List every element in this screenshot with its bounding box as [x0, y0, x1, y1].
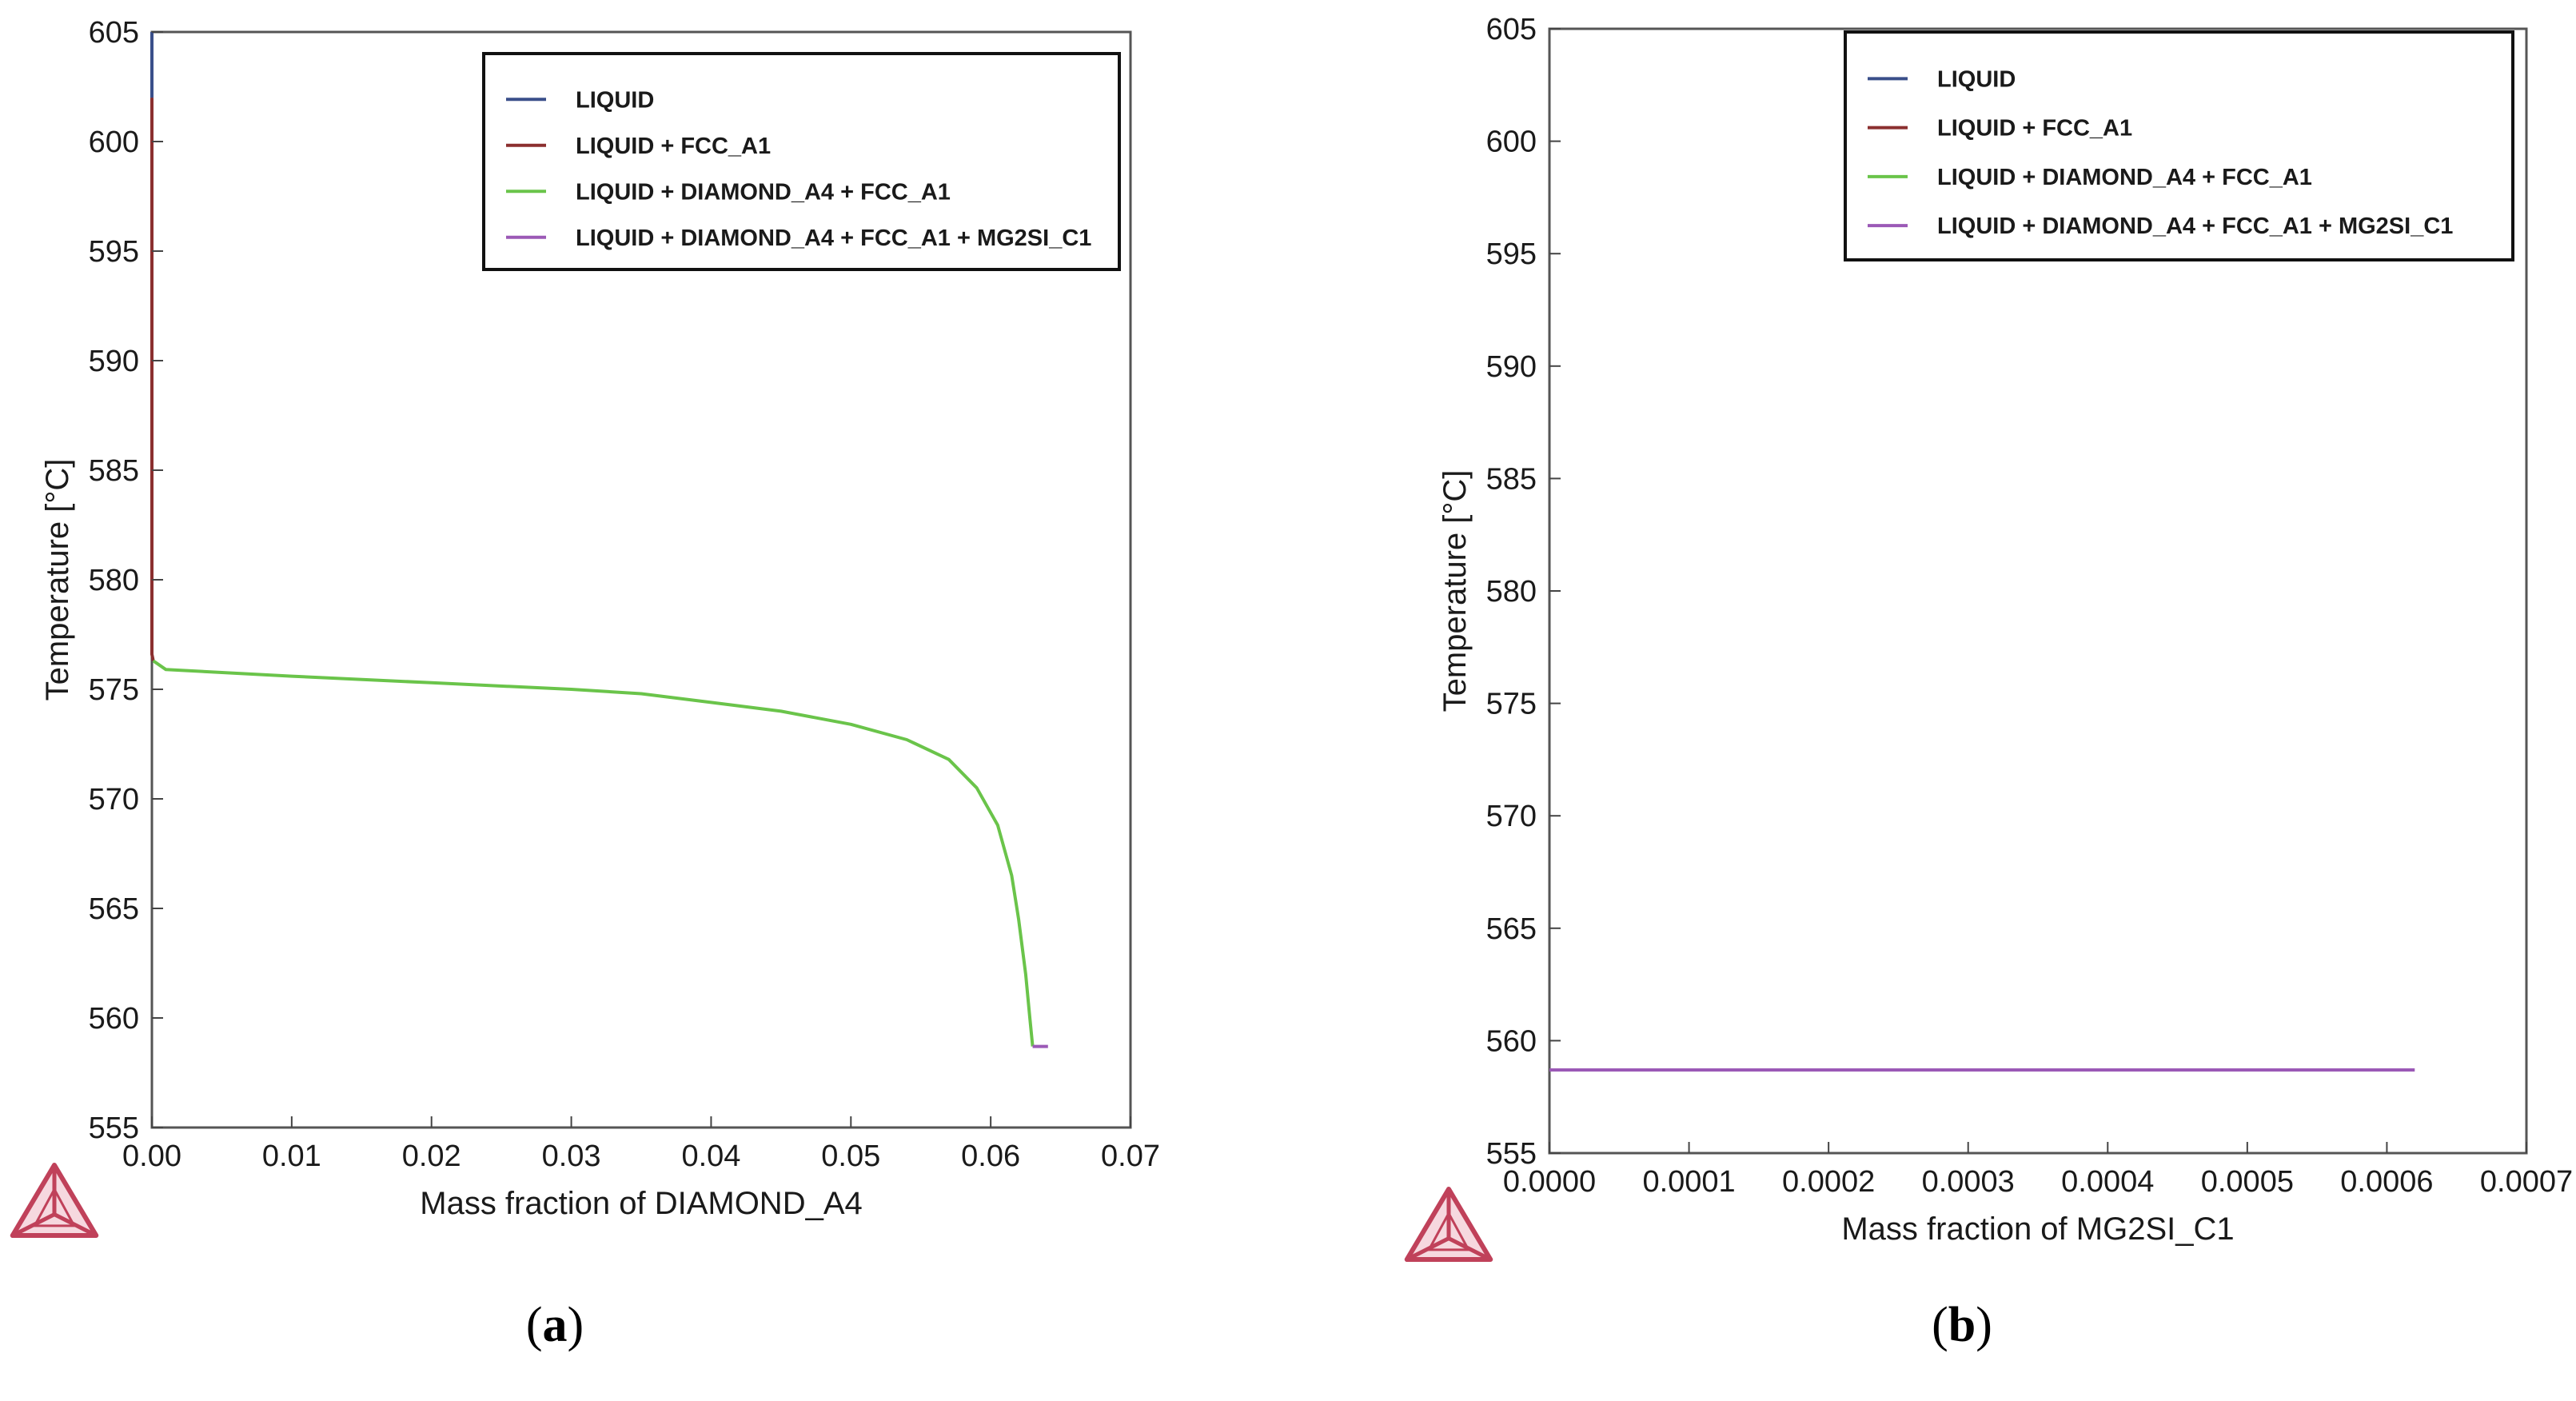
logo-spoke [53, 1212, 98, 1238]
chart-panel-b: 555 560 565 570 575 580 585 590 595 600 605 0.0000… [1404, 13, 2573, 1262]
x-tick-label: 0.07 [1101, 1140, 1160, 1173]
x-tick-label: 0.0000 [1503, 1165, 1596, 1199]
y-tick-label: 560 [1486, 1024, 1537, 1058]
x-tick-label: 0.0003 [1922, 1165, 2015, 1199]
legend-box [1844, 30, 2514, 261]
y-tick-label: 595 [89, 235, 139, 269]
legend-label: LIQUID + FCC_A1 [1937, 116, 2132, 142]
x-axis-title: Mass fraction of DIAMOND_A4 [420, 1186, 863, 1221]
y-tick-label: 580 [1486, 575, 1537, 609]
panel-label-open: ( [526, 1298, 543, 1352]
legend-label: LIQUID [1937, 66, 2016, 92]
x-axis-title: Mass fraction of MG2SI_C1 [1841, 1211, 2234, 1247]
series-line [152, 659, 1035, 1047]
legend: LIQUID LIQUID + FCC_A1 LIQUID + DIAMOND_A4… [1844, 30, 2514, 261]
y-axis-title: Temperature [°C] [1438, 470, 1473, 712]
legend-label: LIQUID [576, 87, 654, 113]
panel-label-close: ) [568, 1298, 584, 1352]
x-tick-label: 0.06 [961, 1140, 1020, 1173]
legend-box [482, 52, 1121, 271]
y-tick-label: 580 [89, 564, 139, 597]
panel-label-letter: b [1948, 1298, 1976, 1352]
y-tick-label: 570 [89, 783, 139, 816]
series-group [150, 32, 1048, 1048]
y-tick-label: 595 [1486, 237, 1537, 271]
logo-spoke [11, 1212, 56, 1238]
panel-label-b: (b) [1932, 1298, 1992, 1352]
x-tick-label: 0.0004 [2061, 1165, 2154, 1199]
panel-label-open: ( [1932, 1298, 1948, 1352]
x-tick-label: 0.03 [542, 1140, 601, 1173]
x-tick-label: 0.0002 [1782, 1165, 1875, 1199]
legend-label: LIQUID + DIAMOND_A4 + FCC_A1 [576, 179, 951, 205]
x-tick-label: 0.0005 [2201, 1165, 2294, 1199]
logo-inner-triangle [1426, 1211, 1471, 1251]
y-tick-label: 575 [89, 673, 139, 707]
y-tick-label: 585 [1486, 462, 1537, 496]
x-tick-label: 0.0007 [2480, 1165, 2573, 1199]
x-tick-label: 0.05 [821, 1140, 880, 1173]
x-tick-label: 0.02 [402, 1140, 461, 1173]
x-tick-label: 0.0001 [1642, 1165, 1735, 1199]
y-tick-label: 560 [89, 1002, 139, 1036]
y-tick-label: 600 [89, 126, 139, 159]
y-tick-label: 565 [1486, 912, 1537, 946]
panel-label-a: (a) [526, 1298, 584, 1352]
legend-label: LIQUID + DIAMOND_A4 + FCC_A1 + MG2SI_C1 [576, 226, 1091, 251]
series-line [150, 98, 155, 661]
y-tick-label: 605 [1486, 13, 1537, 46]
y-axis-title: Temperature [°C] [40, 459, 75, 701]
legend: LIQUID LIQUID + FCC_A1 LIQUID + DIAMOND_A4… [482, 52, 1121, 271]
y-tick-label: 565 [89, 892, 139, 926]
legend-label: LIQUID + DIAMOND_A4 + FCC_A1 [1937, 165, 2312, 190]
legend-label: LIQUID + DIAMOND_A4 + FCC_A1 + MG2SI_C1 [1937, 214, 2453, 239]
logo-spoke [1447, 1236, 1492, 1262]
x-tick-label: 0.01 [262, 1140, 321, 1173]
thermo-calc-logo-icon [1404, 1187, 1493, 1262]
x-tick-label: 0.04 [681, 1140, 740, 1173]
y-tick-label: 575 [1486, 688, 1537, 721]
legend-label: LIQUID + FCC_A1 [576, 134, 771, 159]
thermo-calc-logo-icon [10, 1163, 99, 1238]
x-axis-ticks: 0.0000 0.0001 0.0002 0.0003 0.0004 0.0005 0.00… [1503, 1142, 2573, 1199]
y-tick-label: 590 [1486, 350, 1537, 384]
logo-inner-triangle [32, 1187, 77, 1227]
y-tick-label: 570 [1486, 800, 1537, 833]
x-tick-label: 0.00 [122, 1140, 181, 1173]
logo-spoke [1406, 1236, 1450, 1262]
y-axis-ticks: 555 560 565 570 575 580 585 590 595 600 605 [89, 16, 163, 1145]
y-tick-label: 590 [89, 345, 139, 378]
y-tick-label: 605 [89, 16, 139, 50]
y-axis-ticks: 555 560 565 570 575 580 585 590 595 600 605 [1486, 13, 1561, 1171]
panel-label-close: ) [1976, 1298, 1992, 1352]
y-tick-label: 555 [1486, 1137, 1537, 1171]
x-tick-label: 0.0006 [2340, 1165, 2433, 1199]
y-tick-label: 555 [89, 1112, 139, 1145]
y-tick-label: 600 [1486, 126, 1537, 159]
y-tick-label: 585 [89, 454, 139, 488]
panel-label-letter: a [543, 1298, 568, 1352]
x-axis-ticks: 0.00 0.01 0.02 0.03 0.04 0.05 0.06 0.07 [122, 1116, 1160, 1173]
